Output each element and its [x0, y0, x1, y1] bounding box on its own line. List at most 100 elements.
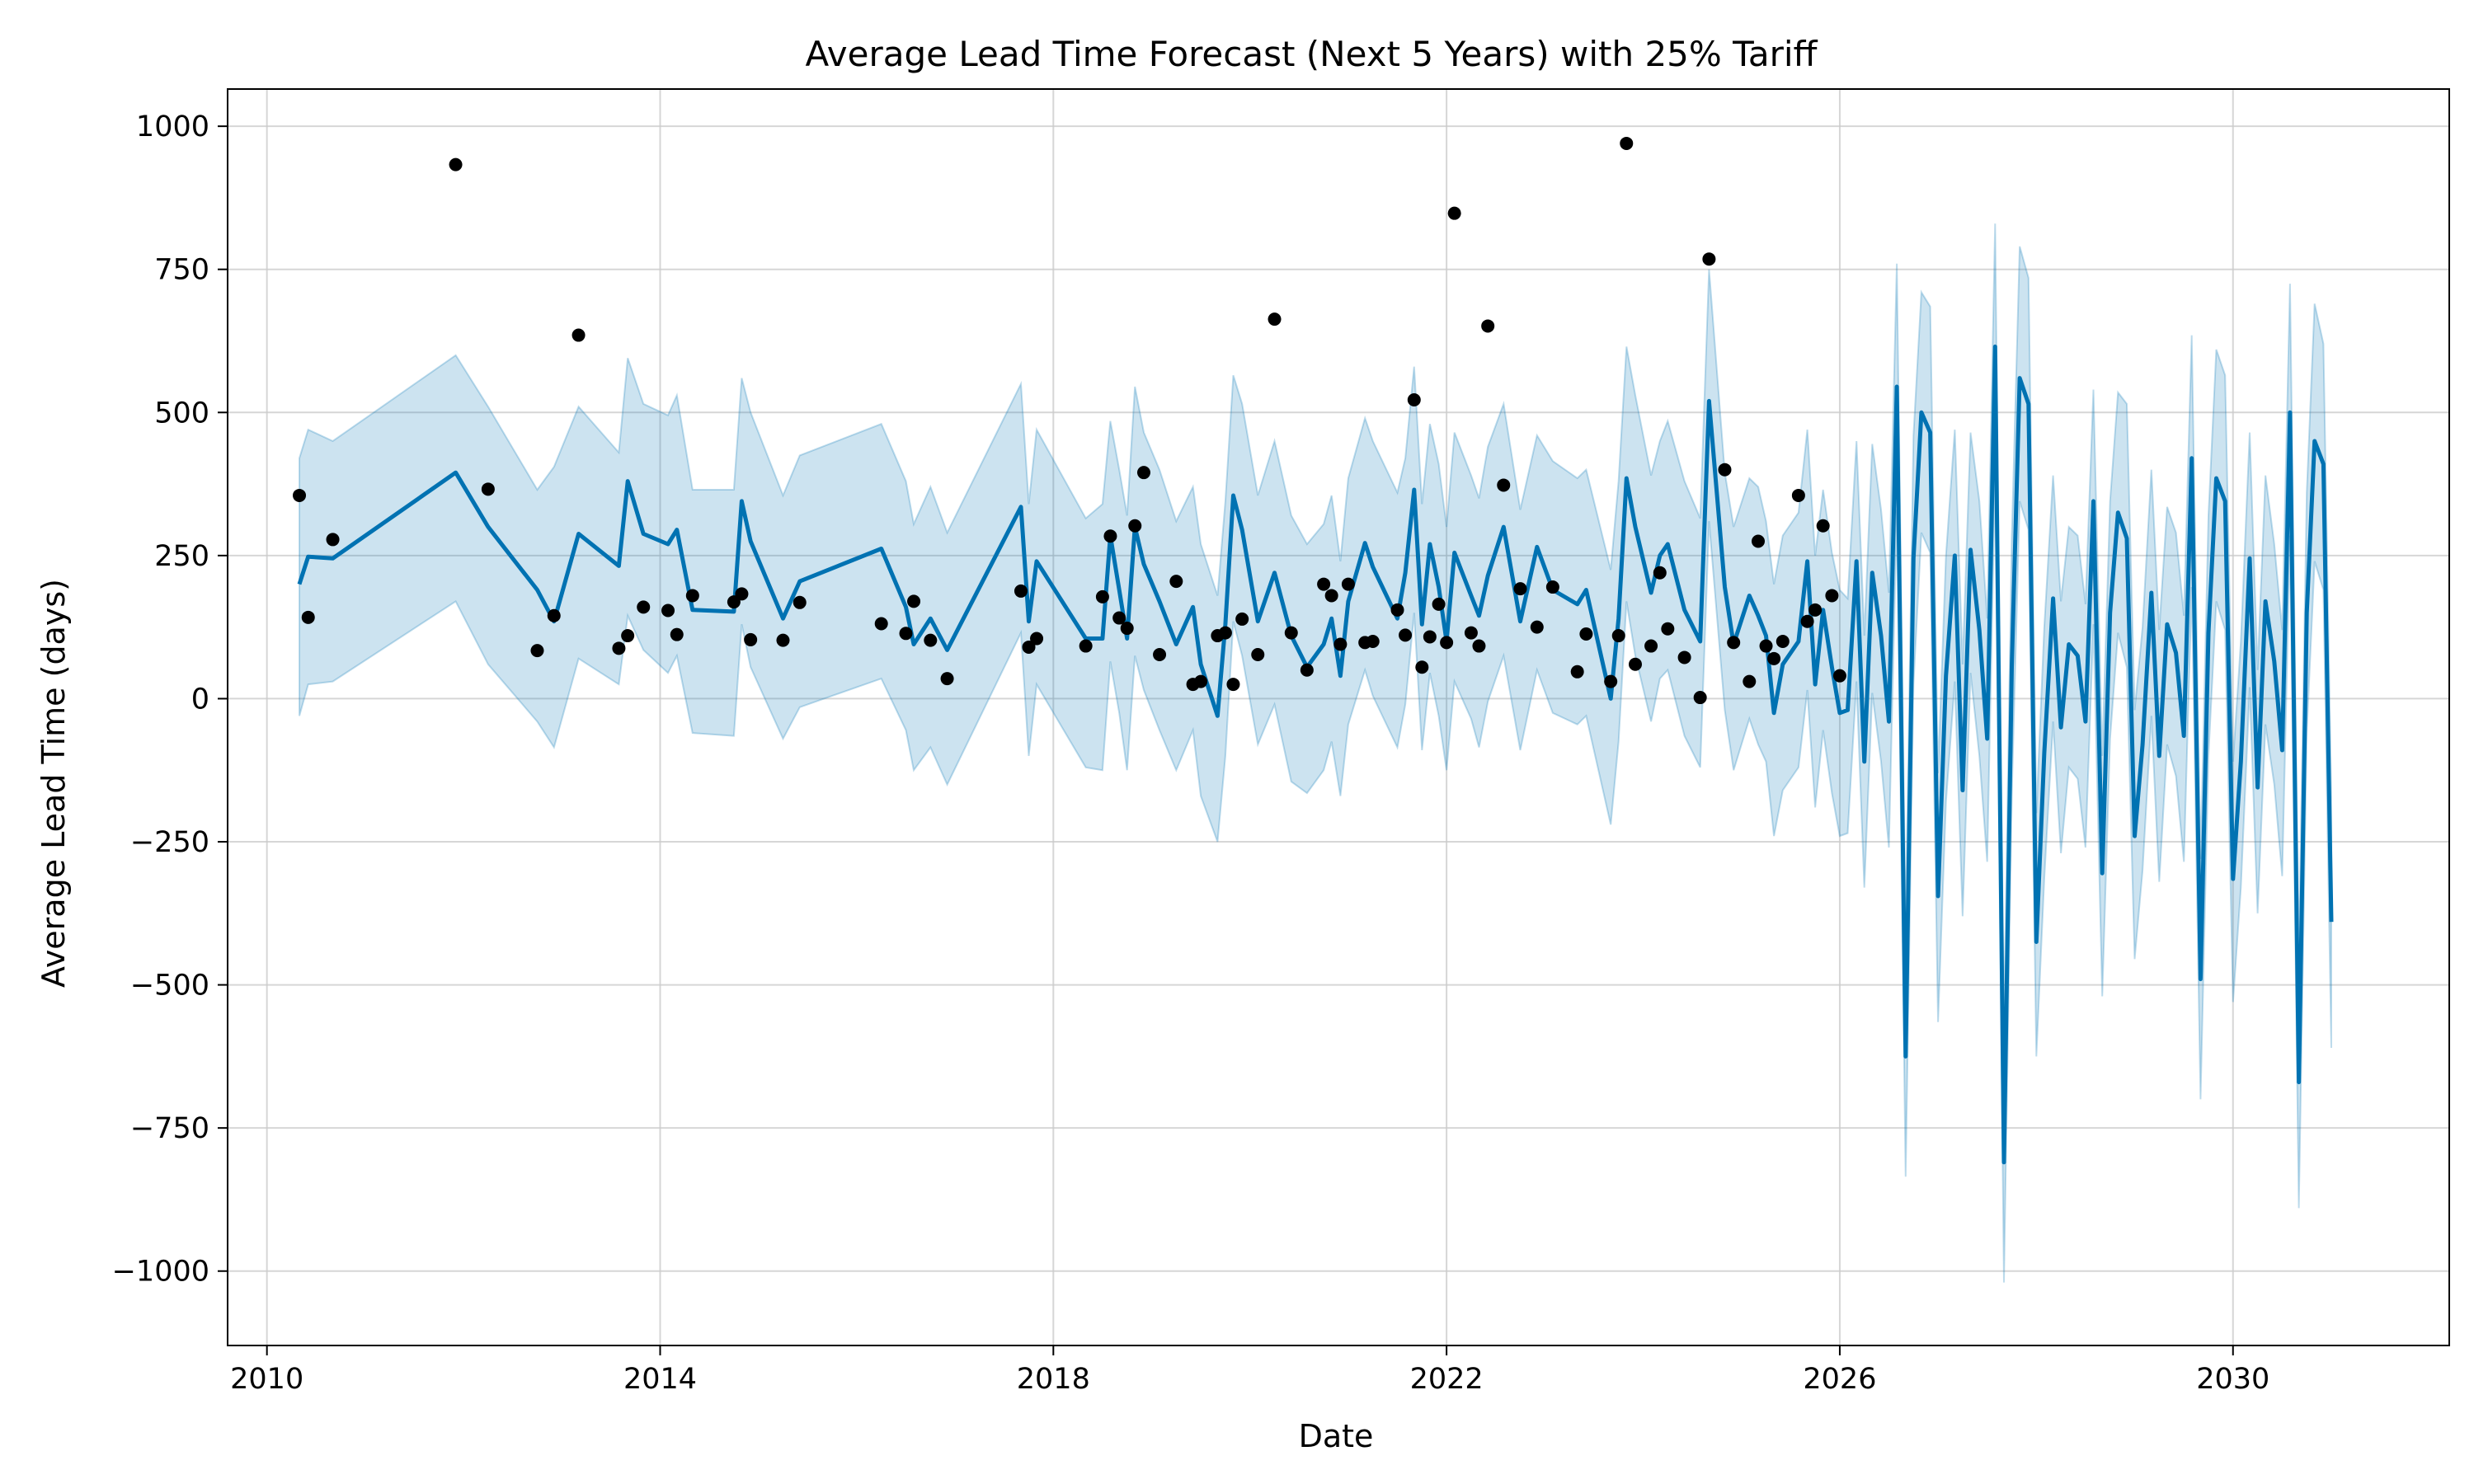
x-axis-ticks: 2010 2014 2018 2022 2026 2030 — [230, 1345, 2269, 1396]
actual-point — [1030, 632, 1044, 646]
uncertainty-band — [299, 223, 2332, 1283]
actual-point — [1791, 488, 1805, 502]
actual-point — [1317, 577, 1331, 591]
actual-point — [1169, 575, 1183, 589]
forecast-interval-band — [299, 223, 2332, 1283]
actual-point — [1776, 635, 1790, 649]
actual-point — [1611, 629, 1625, 643]
actual-point — [1284, 626, 1298, 640]
actual-point — [1481, 319, 1495, 333]
actual-point — [744, 632, 758, 646]
actual-point — [1112, 611, 1126, 625]
y-tick-label: −250 — [130, 826, 209, 859]
actual-point — [1136, 466, 1150, 480]
y-tick-label: −1000 — [112, 1256, 209, 1289]
actual-point — [1464, 626, 1478, 640]
y-tick-label: −500 — [130, 970, 209, 1003]
actual-point — [1545, 580, 1559, 594]
y-tick-label: 250 — [154, 540, 209, 573]
x-tick-label: 2014 — [623, 1363, 697, 1396]
actual-point — [1743, 674, 1757, 688]
x-tick-label: 2018 — [1017, 1363, 1090, 1396]
actual-point — [1014, 584, 1028, 598]
actual-point — [1415, 660, 1429, 674]
actual-point — [547, 608, 561, 622]
actual-point — [1579, 627, 1593, 641]
actual-point — [326, 533, 340, 547]
plot-frame — [227, 88, 2450, 1346]
forecast-line-layer — [297, 344, 2334, 1165]
actual-point — [1677, 650, 1691, 665]
forecast-line — [297, 344, 2334, 1165]
grid — [228, 89, 2449, 1345]
actual-point — [1423, 630, 1437, 644]
actual-point — [924, 633, 938, 647]
actual-point — [1759, 639, 1773, 653]
y-tick-label: 1000 — [136, 110, 209, 143]
actual-point — [1800, 614, 1814, 628]
actual-point — [1235, 612, 1249, 626]
actual-point — [449, 157, 463, 171]
actual-point — [1432, 597, 1446, 611]
actual-point — [1194, 674, 1208, 688]
actual-point — [899, 627, 913, 641]
actual-point — [1832, 669, 1846, 683]
actual-point — [907, 594, 921, 608]
actual-point — [1530, 620, 1544, 634]
y-axis-ticks: −1000 −750 −500 −250 0 250 500 750 1000 — [112, 110, 228, 1289]
actual-point — [1661, 622, 1675, 636]
actual-point — [776, 633, 790, 647]
actual-point — [670, 627, 684, 641]
actual-point — [571, 328, 586, 342]
actual-point — [1767, 651, 1781, 665]
actual-point — [1816, 519, 1830, 533]
actual-point — [1128, 519, 1142, 533]
actual-point — [612, 641, 626, 655]
actual-point — [1268, 312, 1282, 326]
actual-point — [1653, 566, 1667, 580]
actual-point — [1620, 136, 1634, 150]
actual-point — [1751, 534, 1765, 548]
actual-point — [1497, 478, 1511, 492]
actual-point — [1218, 626, 1232, 640]
actual-point — [530, 644, 544, 658]
actual-point — [1693, 691, 1707, 705]
y-axis-label: Average Lead Time (days) — [35, 579, 72, 988]
actual-point — [1628, 657, 1642, 671]
actual-point — [293, 488, 307, 502]
actual-point — [301, 610, 315, 624]
actual-point — [1120, 622, 1134, 636]
actual-point — [1341, 577, 1355, 591]
actual-point — [735, 587, 749, 601]
actual-point — [1570, 665, 1584, 679]
actual-point — [661, 603, 675, 618]
actual-point — [481, 482, 495, 496]
actual-point — [637, 600, 651, 614]
actual-point — [1727, 636, 1741, 650]
x-tick-label: 2010 — [230, 1363, 303, 1396]
actual-point — [1251, 647, 1265, 661]
y-tick-label: −750 — [130, 1112, 209, 1145]
actual-point — [1103, 529, 1117, 543]
actual-point — [1472, 639, 1486, 653]
x-axis-label: Date — [1299, 1418, 1374, 1454]
x-tick-label: 2022 — [1410, 1363, 1484, 1396]
actual-point — [1399, 628, 1413, 642]
actual-point — [1079, 639, 1093, 653]
actual-point — [1604, 674, 1618, 688]
actual-point — [685, 589, 699, 603]
actual-point — [1440, 636, 1454, 650]
x-tick-label: 2030 — [2196, 1363, 2269, 1396]
actual-point — [1300, 663, 1314, 677]
actual-point — [793, 595, 807, 609]
x-tick-label: 2026 — [1803, 1363, 1876, 1396]
actual-point — [1644, 639, 1658, 653]
actual-point — [1153, 647, 1167, 661]
actual-point — [621, 629, 635, 643]
actual-point — [1407, 393, 1421, 407]
actual-point — [1390, 603, 1404, 617]
actual-point — [1333, 637, 1348, 651]
actual-point — [1718, 463, 1732, 477]
